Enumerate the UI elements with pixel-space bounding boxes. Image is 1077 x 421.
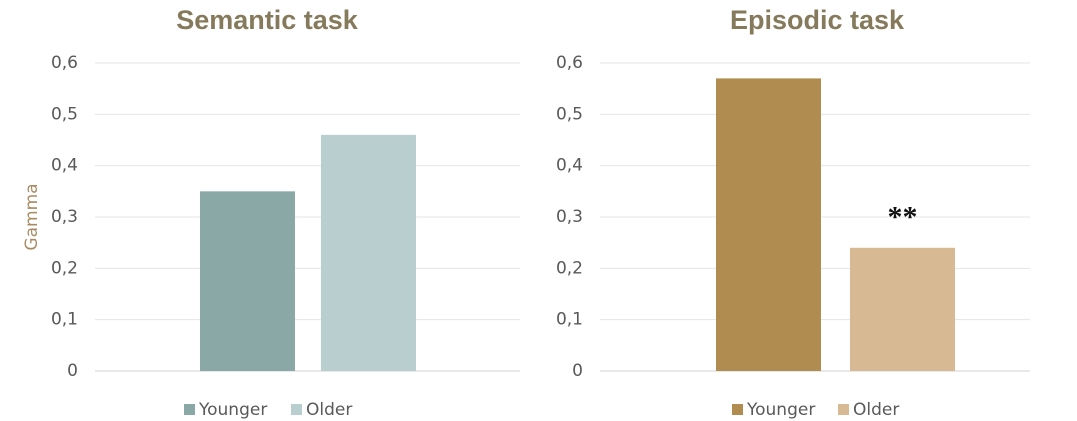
legend-swatch xyxy=(732,404,743,415)
y-tick-label: 0,4 xyxy=(51,156,78,176)
y-tick-label: 0,5 xyxy=(556,104,583,124)
legend-label: Older xyxy=(306,400,352,420)
bar xyxy=(850,247,955,371)
y-tick-label: 0,2 xyxy=(51,258,78,278)
y-tick-label: 0,2 xyxy=(556,258,583,278)
bar xyxy=(200,191,295,371)
legend-swatch xyxy=(184,404,195,415)
chart-title: Episodic task xyxy=(730,5,905,35)
legend-label: Older xyxy=(853,400,899,420)
chart-title: Semantic task xyxy=(176,5,359,35)
legend-swatch xyxy=(291,404,302,415)
y-tick-label: 0,6 xyxy=(556,53,583,73)
y-tick-label: 0 xyxy=(67,361,78,381)
bar xyxy=(321,134,416,371)
y-tick-label: 0,1 xyxy=(51,310,78,330)
y-tick-label: 0,3 xyxy=(51,207,78,227)
y-tick-label: 0,6 xyxy=(51,53,78,73)
legend-swatch xyxy=(838,404,849,415)
y-tick-label: 0,4 xyxy=(556,156,583,176)
bar xyxy=(716,78,821,372)
y-axis-label: Gamma xyxy=(22,183,42,250)
y-tick-label: 0,1 xyxy=(556,310,583,330)
y-tick-label: 0,5 xyxy=(51,104,78,124)
legend-label: Younger xyxy=(198,400,267,420)
y-tick-label: 0 xyxy=(572,361,583,381)
legend-label: Younger xyxy=(746,400,815,420)
annotation: ** xyxy=(888,201,918,234)
y-tick-label: 0,3 xyxy=(556,207,583,227)
